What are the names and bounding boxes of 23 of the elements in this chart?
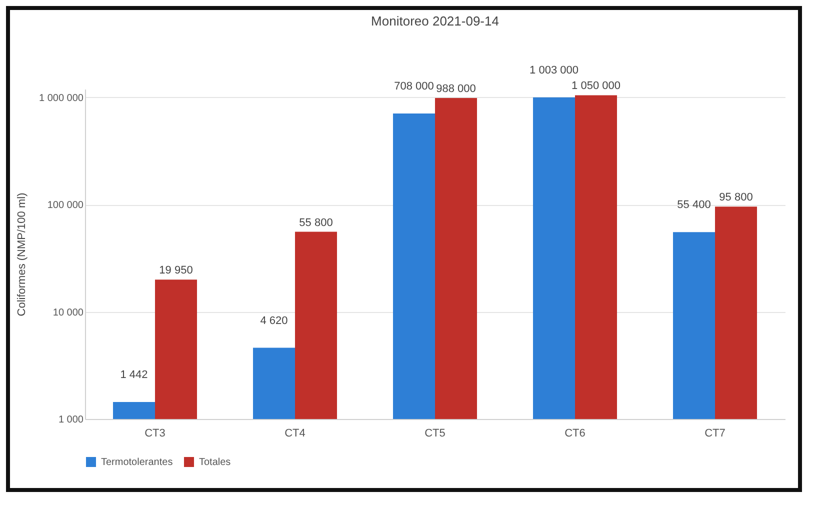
data-label: 1 442	[120, 368, 148, 381]
data-label: 95 800	[719, 192, 753, 204]
y-tick-label: 1 000 000	[39, 92, 84, 104]
y-tick-label: 10 000	[52, 307, 84, 318]
legend-label: Termotolerantes	[101, 457, 173, 468]
y-tick-label: 100 000	[47, 200, 84, 212]
data-label: 1 003 000	[530, 64, 578, 76]
data-label: 19 950	[159, 264, 193, 277]
data-label: 1 050 000	[572, 80, 620, 92]
data-label: 55 400	[677, 199, 711, 212]
y-axis-title: Coliformes (NMP/100 ml)	[16, 192, 28, 316]
legend-label: Totales	[199, 457, 231, 468]
x-tick-label: CT3	[144, 428, 166, 440]
x-tick-label: CT6	[564, 428, 586, 440]
data-label: 55 800	[299, 216, 333, 229]
chart-title: Monitoreo 2021-09-14	[371, 13, 499, 28]
x-tick-label: CT5	[424, 428, 446, 440]
x-tick-label: CT7	[704, 428, 726, 440]
data-label: 988 000	[436, 83, 476, 96]
data-label: 4 620	[260, 314, 288, 327]
x-tick-label: CT4	[284, 428, 306, 440]
y-tick-label: 1 000	[58, 414, 84, 426]
data-label: 708 000	[394, 80, 434, 93]
